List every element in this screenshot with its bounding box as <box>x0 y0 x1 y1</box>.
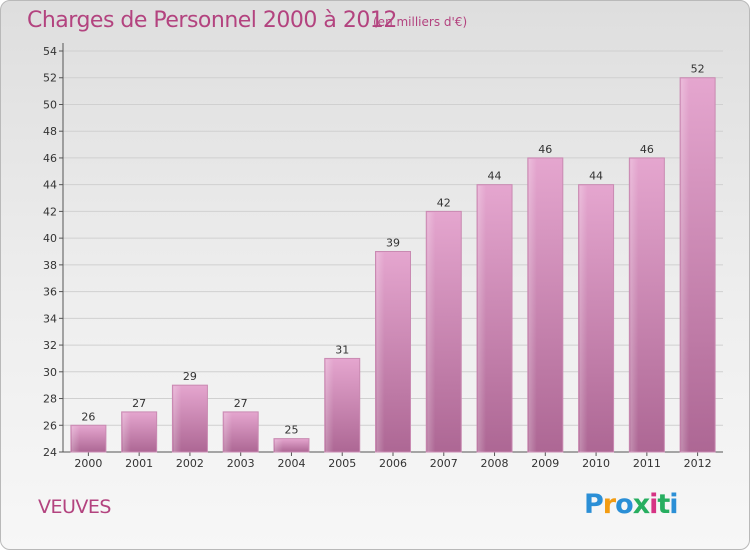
logo-letter: o <box>615 489 634 520</box>
x-tick-label-2001: 2001 <box>125 457 153 470</box>
x-tick-label-2007: 2007 <box>430 457 458 470</box>
y-tick-label: 52 <box>43 72 57 85</box>
y-tick-label: 26 <box>43 419 57 432</box>
data-label-2007: 42 <box>437 196 451 209</box>
data-label-2008: 44 <box>488 170 502 183</box>
labels: 24 26 28 30 32 34 36 38 40 42 44 46 48 50 52 54 26 2000 27… <box>43 45 712 470</box>
y-tick-label: 54 <box>43 45 57 58</box>
y-tick-label: 28 <box>43 393 57 406</box>
bar-highlight <box>681 78 690 452</box>
y-tick-label: 46 <box>43 152 57 165</box>
data-label-2011: 46 <box>640 143 654 156</box>
bar-highlight <box>427 212 436 452</box>
data-label-2012: 52 <box>691 63 705 76</box>
data-label-2005: 31 <box>335 343 349 356</box>
logo-letter: t <box>657 489 670 520</box>
x-tick-label-2006: 2006 <box>379 457 407 470</box>
data-label-2003: 27 <box>234 397 248 410</box>
x-tick-label-2002: 2002 <box>176 457 204 470</box>
y-tick-label: 36 <box>43 286 57 299</box>
data-label-2002: 29 <box>183 370 197 383</box>
y-tick-label: 50 <box>43 98 57 111</box>
y-tick-label: 24 <box>43 446 57 459</box>
x-tick-label-2004: 2004 <box>277 457 305 470</box>
bar-highlight <box>274 439 283 452</box>
logo-letter: i <box>669 489 678 520</box>
logo-letter: x <box>632 489 650 520</box>
logo-letter: r <box>602 489 616 520</box>
chart-unit-note: (en milliers d'€) <box>373 15 468 29</box>
bar-highlight <box>224 412 233 452</box>
chart-title: Charges de Personnel 2000 à 2012 <box>27 8 397 33</box>
data-label-2006: 39 <box>386 237 400 250</box>
x-tick-label-2011: 2011 <box>633 457 661 470</box>
x-tick-label-2008: 2008 <box>481 457 509 470</box>
bar-highlight <box>173 386 182 452</box>
commune-name: VEUVES <box>38 496 111 518</box>
logo-letter: P <box>584 489 604 520</box>
x-tick-label-2005: 2005 <box>328 457 356 470</box>
y-tick-label: 40 <box>43 232 57 245</box>
y-tick-label: 38 <box>43 259 57 272</box>
bar-highlight <box>122 412 131 452</box>
bar-highlight <box>376 252 385 452</box>
data-label-2000: 26 <box>81 410 95 423</box>
bar-highlight <box>325 359 334 452</box>
y-tick-label: 34 <box>43 312 57 325</box>
data-label-2001: 27 <box>132 397 146 410</box>
y-tick-label: 30 <box>43 366 57 379</box>
x-tick-label-2003: 2003 <box>227 457 255 470</box>
bar-highlight <box>478 185 487 452</box>
x-tick-label-2009: 2009 <box>531 457 559 470</box>
x-tick-label-2000: 2000 <box>74 457 102 470</box>
y-tick-label: 42 <box>43 205 57 218</box>
bar-highlight <box>71 426 80 452</box>
data-label-2010: 44 <box>589 170 603 183</box>
proxiti-logo[interactable]: Proxiti <box>584 489 679 520</box>
y-tick-label: 48 <box>43 125 57 138</box>
y-tick-label: 44 <box>43 179 57 192</box>
y-tick-label: 32 <box>43 339 57 352</box>
data-label-2004: 25 <box>284 424 298 437</box>
data-label-2009: 46 <box>538 143 552 156</box>
logo-letter: i <box>649 489 658 520</box>
bar-highlight <box>630 158 639 452</box>
bar-highlight <box>579 185 588 452</box>
x-tick-label-2010: 2010 <box>582 457 610 470</box>
bars <box>70 77 716 453</box>
x-tick-label-2012: 2012 <box>684 457 712 470</box>
bar-highlight <box>528 158 537 452</box>
